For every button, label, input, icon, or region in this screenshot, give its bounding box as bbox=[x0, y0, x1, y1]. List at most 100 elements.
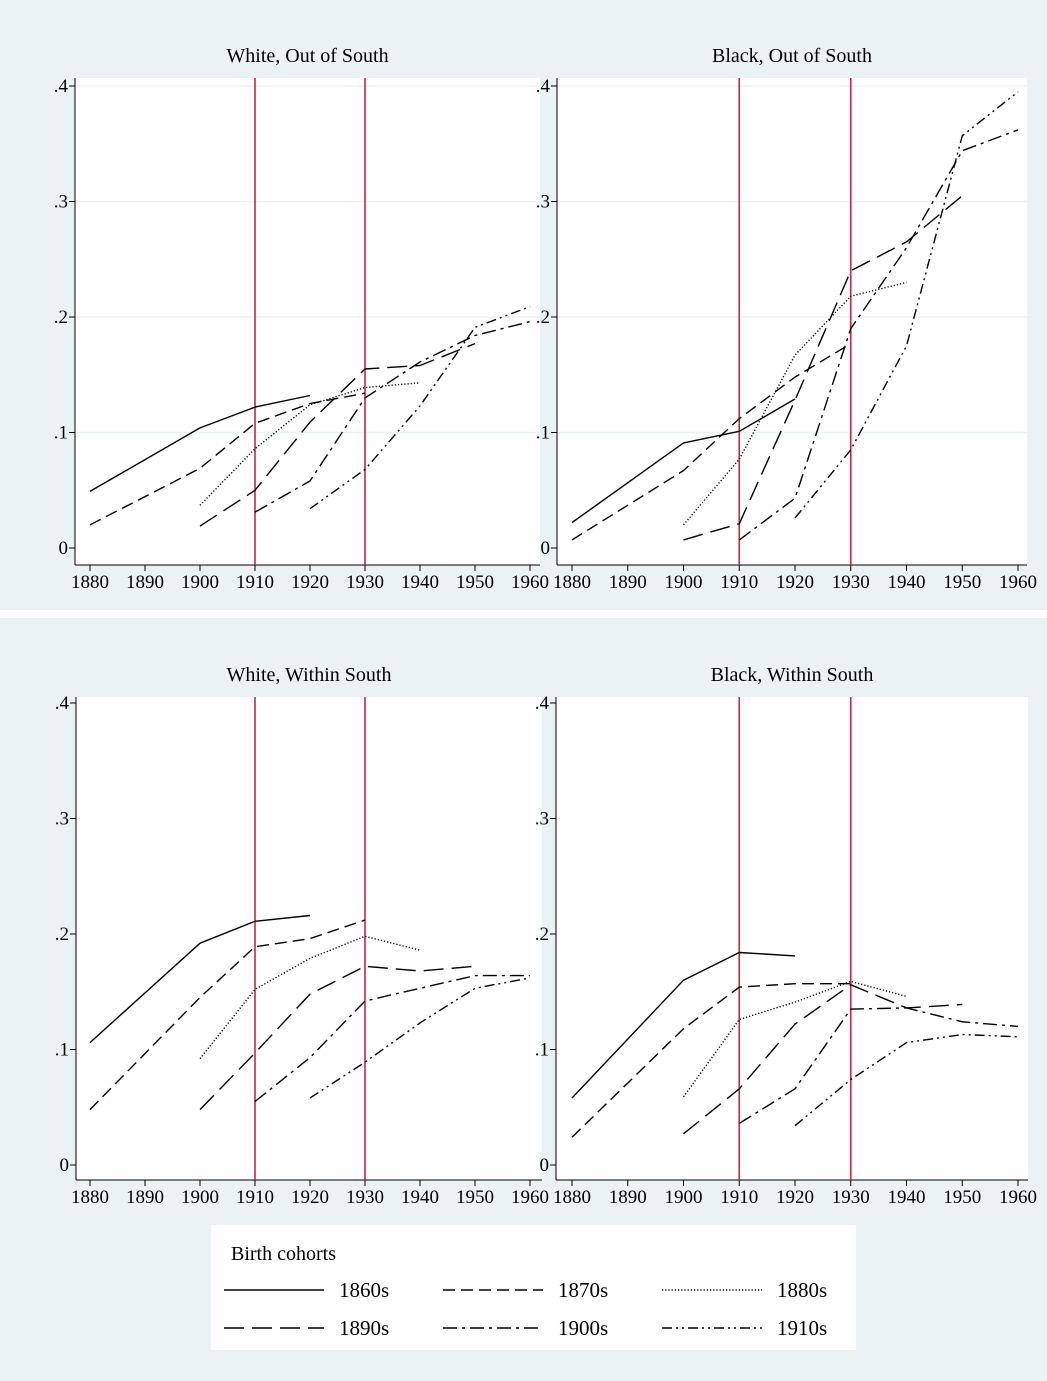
y-tick-label: .4 bbox=[535, 693, 550, 714]
series-line-1870s bbox=[89, 392, 366, 526]
series-line-1910s bbox=[309, 305, 531, 510]
series-line-1870s bbox=[571, 983, 851, 1138]
series-line-1900s bbox=[738, 1007, 1019, 1124]
x-tick-label: 1920 bbox=[776, 572, 814, 593]
y-tick-label: .1 bbox=[536, 423, 550, 444]
x-tick-label: 1880 bbox=[553, 1187, 591, 1208]
x-tick-label: 1930 bbox=[832, 572, 870, 593]
x-tick-label: 1930 bbox=[346, 572, 384, 593]
y-tick-label: .3 bbox=[55, 809, 69, 830]
x-tick-label: 1960 bbox=[999, 572, 1037, 593]
y-tick-label: .4 bbox=[55, 693, 70, 714]
x-tick-label: 1900 bbox=[181, 1187, 219, 1208]
series-line-1910s bbox=[309, 977, 531, 1099]
y-tick-label: .1 bbox=[535, 1040, 549, 1061]
x-tick-label: 1920 bbox=[291, 572, 329, 593]
subplot-black-within-south: Black, Within South 0 .1 .2 .3 .4 1880 1890 1900… bbox=[535, 664, 1037, 1208]
x-tick-label: 1960 bbox=[999, 1187, 1037, 1208]
y-tick-label: .3 bbox=[54, 192, 68, 213]
legend-label-1890s: 1890s bbox=[339, 1316, 389, 1340]
x-tick-label: 1940 bbox=[888, 572, 926, 593]
x-tick-label: 1950 bbox=[456, 1187, 494, 1208]
y-tick-label: .3 bbox=[536, 192, 550, 213]
series-line-1890s bbox=[199, 965, 476, 1111]
y-tick-label: .4 bbox=[536, 76, 551, 97]
y-tick-label: .1 bbox=[54, 423, 68, 444]
series-line-1860s bbox=[89, 394, 311, 493]
x-tick-label: 1910 bbox=[720, 572, 758, 593]
series-line-1900s bbox=[254, 974, 530, 1103]
series-line-1890s bbox=[683, 984, 963, 1135]
legend-label-1870s: 1870s bbox=[558, 1278, 608, 1302]
x-tick-label: 1880 bbox=[71, 1187, 109, 1208]
series-line-1900s bbox=[738, 129, 1019, 541]
y-tick-label: 0 bbox=[60, 1155, 70, 1176]
x-tick-label: 1880 bbox=[71, 572, 109, 593]
legend-label-1910s: 1910s bbox=[777, 1316, 827, 1340]
series-line-1880s bbox=[682, 980, 907, 1098]
legend-label-1900s: 1900s bbox=[558, 1316, 608, 1340]
x-tick-label: 1920 bbox=[291, 1187, 329, 1208]
x-tick-label: 1960 bbox=[511, 572, 549, 593]
y-tick-label: .1 bbox=[55, 1040, 69, 1061]
y-tick-label: 0 bbox=[540, 1155, 550, 1176]
x-tick-label: 1890 bbox=[126, 1187, 164, 1208]
x-tick-label: 1940 bbox=[401, 572, 439, 593]
x-tick-label: 1910 bbox=[236, 1187, 274, 1208]
x-tick-label: 1950 bbox=[943, 572, 981, 593]
x-tick-label: 1940 bbox=[888, 1187, 926, 1208]
y-tick-label: .2 bbox=[535, 924, 549, 945]
plot-area bbox=[557, 78, 1027, 565]
x-tick-label: 1890 bbox=[126, 572, 164, 593]
plot-area bbox=[76, 697, 542, 1180]
series-line-1890s bbox=[683, 195, 963, 541]
subplot-white-within-south: White, Within South 0 .1 .2 .3 .4 1880 1890 1900… bbox=[55, 664, 549, 1208]
legend-title: Birth cohorts bbox=[231, 1243, 336, 1265]
x-tick-label: 1930 bbox=[346, 1187, 384, 1208]
plot-area bbox=[556, 697, 1028, 1180]
series-line-1860s bbox=[571, 398, 796, 524]
x-tick-label: 1960 bbox=[511, 1187, 549, 1208]
series-line-1910s bbox=[794, 91, 1019, 519]
x-tick-label: 1890 bbox=[609, 1187, 647, 1208]
series-line-1860s bbox=[89, 914, 311, 1044]
plot-area bbox=[75, 78, 540, 565]
y-tick-label: .2 bbox=[536, 307, 550, 328]
y-tick-label: .4 bbox=[54, 76, 69, 97]
legend-label-1860s: 1860s bbox=[339, 1278, 389, 1302]
x-tick-label: 1910 bbox=[720, 1187, 758, 1208]
x-tick-label: 1940 bbox=[401, 1187, 439, 1208]
legend-box bbox=[211, 1225, 856, 1350]
y-tick-label: .3 bbox=[535, 809, 549, 830]
x-tick-label: 1890 bbox=[609, 572, 647, 593]
y-tick-label: .2 bbox=[54, 307, 68, 328]
subplot-title: Black, Out of South bbox=[712, 45, 872, 67]
legend: Birth cohorts 1860s 1870s 1880s 1890s 1900s 1… bbox=[211, 1225, 856, 1350]
legend-label-1880s: 1880s bbox=[777, 1278, 827, 1302]
series-line-1870s bbox=[89, 919, 366, 1111]
series-line-1900s bbox=[254, 320, 531, 513]
series-line-1890s bbox=[199, 342, 476, 527]
subplot-title: White, Within South bbox=[227, 664, 392, 686]
series-line-1860s bbox=[571, 951, 796, 1099]
subplot-title: White, Out of South bbox=[226, 45, 388, 67]
series-line-1910s bbox=[794, 1033, 1019, 1127]
x-tick-label: 1930 bbox=[832, 1187, 870, 1208]
x-tick-label: 1920 bbox=[776, 1187, 814, 1208]
x-tick-label: 1900 bbox=[181, 572, 219, 593]
subplot-black-out-of-south: Black, Out of South 0 .1 .2 .3 .4 1880 1890 1900… bbox=[536, 45, 1037, 593]
x-tick-label: 1880 bbox=[553, 572, 591, 593]
y-tick-label: 0 bbox=[541, 538, 551, 559]
y-tick-label: 0 bbox=[59, 538, 69, 559]
subplot-title: Black, Within South bbox=[711, 664, 874, 686]
subplot-white-out-of-south: White, Out of South 0 .1 .2 .3 .4 1880 1890 1900… bbox=[54, 45, 549, 593]
series-line-1880s bbox=[682, 281, 907, 526]
x-tick-label: 1950 bbox=[943, 1187, 981, 1208]
x-tick-label: 1910 bbox=[236, 572, 274, 593]
x-tick-label: 1950 bbox=[456, 572, 494, 593]
x-tick-label: 1900 bbox=[665, 572, 703, 593]
series-line-1870s bbox=[571, 342, 852, 541]
x-tick-label: 1900 bbox=[665, 1187, 703, 1208]
